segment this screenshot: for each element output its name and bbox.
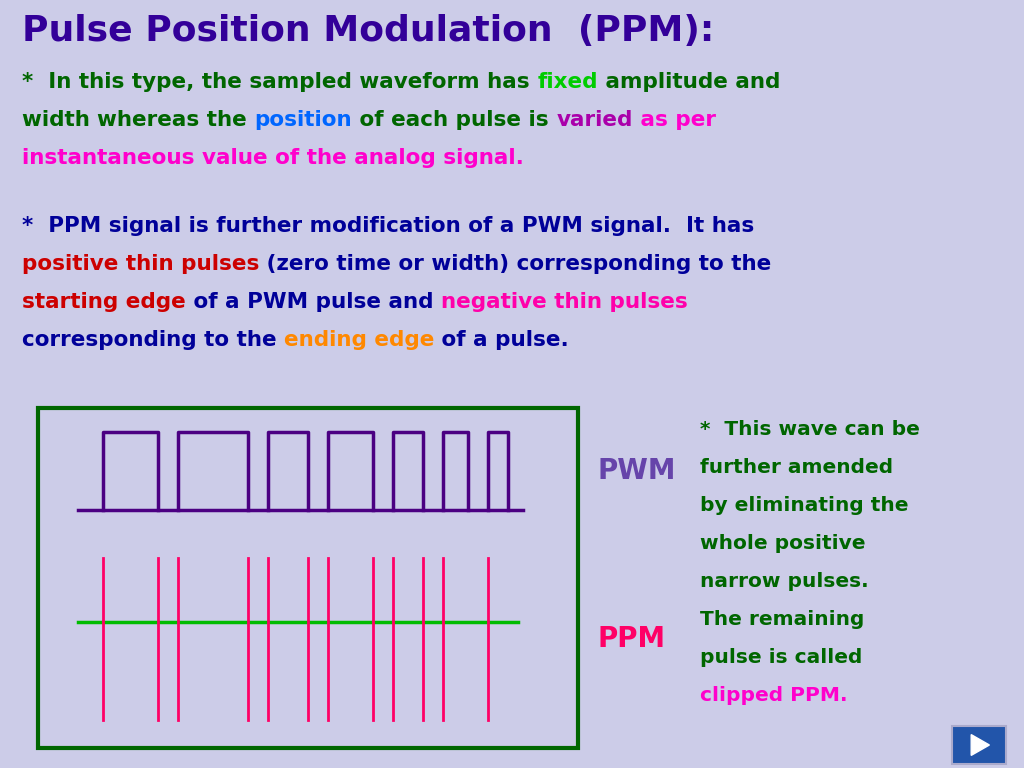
Text: position: position [255,110,352,130]
Text: PPM: PPM [598,625,667,653]
FancyBboxPatch shape [952,726,1006,764]
Bar [38,408,578,748]
Text: clipped PPM.: clipped PPM. [700,686,848,705]
Polygon shape [971,735,989,756]
Text: (zero time or width) corresponding to the: (zero time or width) corresponding to th… [259,254,772,274]
Text: PWM: PWM [598,457,677,485]
Text: negative thin pulses: negative thin pulses [440,292,687,312]
Text: The remaining: The remaining [700,610,864,629]
Text: corresponding to the: corresponding to the [22,330,284,350]
Text: narrow pulses.: narrow pulses. [700,572,868,591]
Text: further amended: further amended [700,458,893,477]
Text: width: width [22,110,97,130]
Text: whole positive: whole positive [700,534,865,553]
Text: amplitude and: amplitude and [598,72,780,92]
Text: as per: as per [633,110,716,130]
Text: Pulse Position Modulation  (PPM):: Pulse Position Modulation (PPM): [22,14,715,48]
Text: fixed: fixed [538,72,598,92]
Text: *  This wave can be: * This wave can be [700,420,920,439]
Text: *  In this type, the sampled waveform has: * In this type, the sampled waveform has [22,72,538,92]
Text: ending edge: ending edge [284,330,434,350]
Text: whereas the: whereas the [97,110,255,130]
Text: of a PWM pulse and: of a PWM pulse and [185,292,440,312]
Text: starting edge: starting edge [22,292,185,312]
Text: *  PPM signal is further modification of a PWM signal.  It has: * PPM signal is further modification of … [22,216,755,236]
Text: of each pulse is: of each pulse is [352,110,556,130]
Text: of a pulse.: of a pulse. [434,330,569,350]
Text: by eliminating the: by eliminating the [700,496,908,515]
Text: instantaneous value of the analog signal.: instantaneous value of the analog signal… [22,148,524,168]
Text: pulse is called: pulse is called [700,648,862,667]
Text: varied: varied [556,110,633,130]
Text: positive thin pulses: positive thin pulses [22,254,259,274]
